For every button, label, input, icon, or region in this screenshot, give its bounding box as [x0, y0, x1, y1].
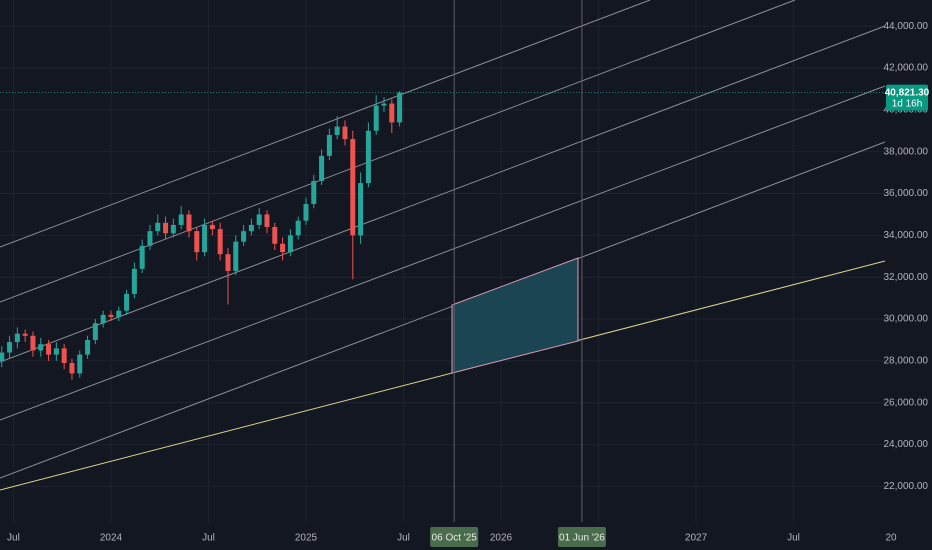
trend-line — [0, 260, 886, 491]
projection-box — [451, 257, 579, 374]
candle-body — [217, 229, 223, 255]
candle-body — [124, 293, 130, 311]
candle-body — [53, 348, 59, 355]
x-tick-label: Jul — [202, 533, 215, 544]
candle-body — [14, 333, 20, 343]
x-tick-label: 2024 — [100, 533, 123, 544]
candle-body — [295, 220, 301, 236]
candle-body — [365, 130, 371, 184]
candle-body — [350, 139, 356, 236]
candle-body — [61, 348, 67, 363]
candle-body — [287, 235, 293, 253]
candle-body — [326, 134, 332, 156]
candle-body — [248, 224, 254, 232]
candle-body — [241, 231, 247, 242]
candle-body — [108, 314, 114, 317]
last-price-label: 40,821.30 — [885, 87, 930, 98]
candle-body — [319, 155, 325, 181]
candle-body — [170, 224, 176, 234]
y-tick-label: 36,000.00 — [884, 188, 929, 199]
marker-label-box — [557, 527, 606, 547]
marker-label: 01 Jun '26 — [559, 533, 605, 544]
y-tick-label: 32,000.00 — [884, 272, 929, 283]
marker-label: 06 Oct '25 — [432, 533, 478, 544]
y-tick-label: 26,000.00 — [884, 397, 929, 408]
marker-label-box — [430, 527, 479, 547]
candle-body — [209, 224, 215, 230]
candle-body — [389, 103, 395, 123]
candle-body — [280, 243, 286, 253]
channel-line — [0, 0, 796, 303]
x-tick-label: 2025 — [295, 533, 318, 544]
y-tick-label: 38,000.00 — [884, 146, 929, 157]
countdown-label: 1d 16h — [892, 98, 923, 109]
candle-body — [100, 314, 106, 324]
candle-body — [38, 344, 44, 351]
x-tick-label: Jul — [7, 533, 20, 544]
y-tick-label: 44,000.00 — [884, 21, 929, 32]
x-tick-label: 20 — [885, 533, 897, 544]
y-tick-label: 24,000.00 — [884, 439, 929, 450]
candle-body — [186, 214, 192, 232]
candle-body — [7, 342, 13, 353]
channel-line — [0, 0, 651, 248]
candle-body — [22, 333, 28, 336]
last-price-box — [886, 84, 928, 111]
candle-body — [46, 344, 52, 355]
candle-body — [233, 241, 239, 271]
y-tick-label: 28,000.00 — [884, 356, 929, 367]
candle-body — [373, 105, 379, 131]
candle-body — [30, 335, 36, 351]
candle-body — [202, 224, 208, 253]
axis-labels: 22,000.00 24,000.00 26,000.00 28,000.00 30,0… — [7, 21, 928, 544]
channel-line — [0, 141, 886, 479]
candle-body — [303, 203, 309, 221]
channel-line — [0, 25, 886, 363]
candle-body — [92, 323, 98, 340]
candle-body — [342, 126, 348, 140]
candle-body — [381, 103, 387, 106]
candle-body — [85, 339, 91, 355]
y-tick-label: 22,000.00 — [884, 481, 929, 492]
candle-body — [0, 352, 5, 361]
candle-body — [116, 310, 122, 317]
y-tick-label: 42,000.00 — [884, 63, 929, 74]
candle-body — [139, 245, 145, 269]
y-tick-label: 30,000.00 — [884, 314, 929, 325]
candle-body — [225, 254, 231, 271]
x-tick-label: 2027 — [685, 533, 708, 544]
candle-body — [358, 183, 364, 236]
candle-body — [397, 92, 403, 123]
drawings — [0, 0, 886, 491]
candle-body — [256, 214, 262, 225]
candle-body — [155, 222, 161, 232]
candle-body — [311, 180, 317, 204]
candle-body — [131, 268, 137, 294]
candle-body — [194, 231, 200, 253]
x-tick-label: Jul — [397, 533, 410, 544]
channel-line — [0, 85, 886, 421]
candle-body — [77, 354, 83, 374]
y-tick-label: 34,000.00 — [884, 230, 929, 241]
candle-body — [163, 222, 169, 234]
x-tick-label: 2026 — [490, 533, 513, 544]
candle-body — [272, 227, 278, 244]
candle-body — [178, 214, 184, 225]
candle-body — [147, 231, 153, 246]
marker-lines — [453, 0, 583, 522]
candles — [0, 91, 403, 380]
candle-body — [264, 214, 270, 228]
x-tick-label: Jul — [787, 533, 800, 544]
candle-body — [334, 126, 340, 135]
candle-body — [69, 362, 75, 374]
